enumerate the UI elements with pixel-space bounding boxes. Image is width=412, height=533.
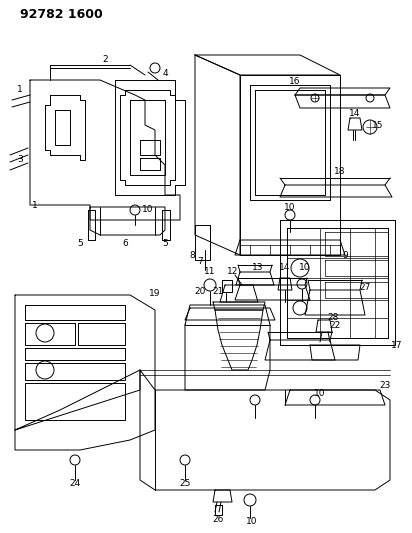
Text: 3: 3 (17, 156, 23, 165)
Text: 15: 15 (372, 120, 384, 130)
Text: 27: 27 (359, 284, 371, 293)
Text: 7: 7 (197, 257, 203, 266)
Text: 26: 26 (212, 515, 224, 524)
Text: 6: 6 (122, 239, 128, 248)
Text: 1: 1 (17, 85, 23, 94)
Text: 24: 24 (69, 480, 81, 489)
Text: 14: 14 (279, 263, 291, 272)
Text: 92782 1600: 92782 1600 (20, 7, 103, 20)
Text: 14: 14 (349, 109, 360, 117)
Text: 10: 10 (246, 518, 258, 527)
Text: 4: 4 (162, 69, 168, 77)
Text: 21: 21 (212, 287, 224, 296)
Text: 12: 12 (227, 268, 239, 277)
Text: 9: 9 (342, 251, 348, 260)
Text: 25: 25 (179, 480, 191, 489)
Text: 20: 20 (194, 287, 206, 296)
Text: 10: 10 (142, 206, 154, 214)
Text: 23: 23 (379, 382, 391, 391)
Text: 17: 17 (391, 341, 403, 350)
Text: 5: 5 (162, 239, 168, 248)
Text: 28: 28 (327, 313, 339, 322)
Text: 10: 10 (314, 389, 326, 398)
Text: 19: 19 (149, 288, 161, 297)
Text: 13: 13 (252, 262, 264, 271)
Text: 2: 2 (102, 55, 108, 64)
Text: 5: 5 (77, 239, 83, 248)
Text: 10: 10 (284, 204, 296, 213)
Text: 22: 22 (329, 320, 341, 329)
Text: 8: 8 (189, 251, 195, 260)
Text: 18: 18 (334, 167, 346, 176)
Text: 16: 16 (289, 77, 301, 86)
Text: 10: 10 (299, 263, 311, 272)
Text: 11: 11 (204, 268, 216, 277)
Text: 1: 1 (32, 200, 38, 209)
